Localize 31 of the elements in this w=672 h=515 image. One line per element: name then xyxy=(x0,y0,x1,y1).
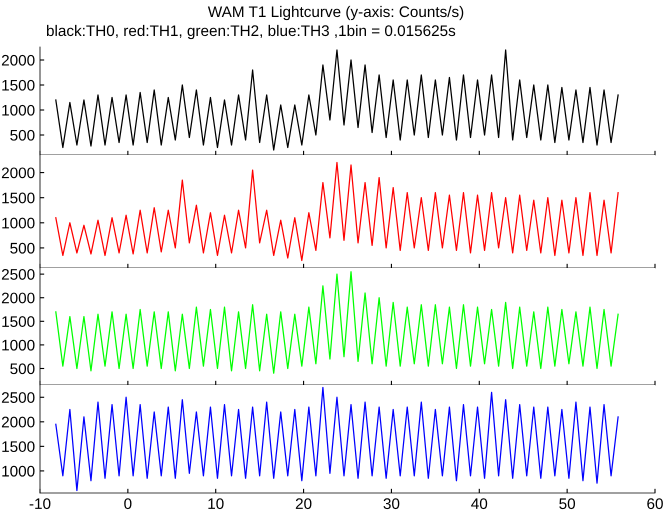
y-tick-label: 1500 xyxy=(2,316,35,327)
line-series xyxy=(55,271,619,374)
y-tick-label: 2000 xyxy=(2,416,35,428)
y-tick-label: 2000 xyxy=(2,167,35,178)
y-tick-label: 1500 xyxy=(2,192,35,204)
x-tick-label: 40 xyxy=(471,498,488,510)
x-tick-label: 0 xyxy=(124,498,132,510)
y-tick-label: 500 xyxy=(10,242,35,254)
y-tick-label: 1000 xyxy=(2,104,35,116)
y-tick-label: 2000 xyxy=(2,54,35,66)
line-series xyxy=(55,386,619,492)
y-tick-label: 2000 xyxy=(2,292,35,304)
y-tick-label: 500 xyxy=(10,130,35,141)
x-tick-label: 10 xyxy=(208,498,224,510)
y-tick-label: 1000 xyxy=(2,340,35,351)
y-tick-label: 1500 xyxy=(2,441,35,452)
chart-title: WAM T1 Lightcurve (y-axis: Counts/s) xyxy=(208,6,464,20)
line-series xyxy=(55,162,619,262)
chart-subtitle: black:TH0, red:TH1, green:TH2, blue:TH3 ,1bin = 0.015625s xyxy=(46,24,456,40)
x-tick-label: 30 xyxy=(384,498,400,510)
x-tick-label: -10 xyxy=(30,498,50,510)
line-series xyxy=(55,49,619,151)
x-tick-label: 20 xyxy=(296,498,312,510)
y-tick-label: 1000 xyxy=(2,218,35,228)
x-tick-label: 50 xyxy=(559,498,576,510)
y-tick-label: 1000 xyxy=(2,466,35,477)
x-tick-label: 60 xyxy=(647,498,663,510)
y-tick-label: 2500 xyxy=(2,269,35,280)
y-tick-label: 500 xyxy=(10,363,35,374)
y-tick-label: 1500 xyxy=(2,80,35,91)
y-tick-label: 2500 xyxy=(2,392,35,403)
